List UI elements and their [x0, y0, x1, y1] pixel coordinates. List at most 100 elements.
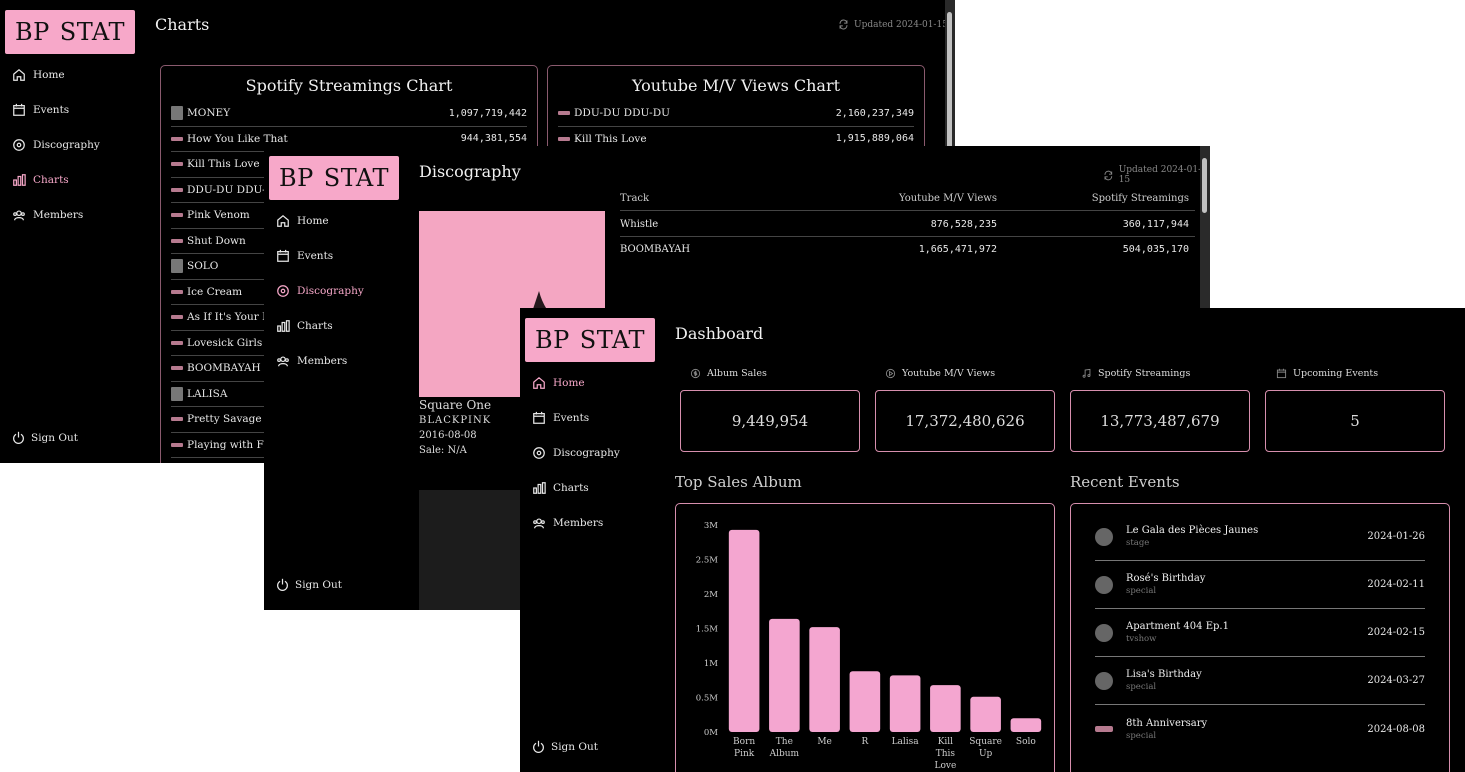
table-row[interactable]: Whistle 876,528,235 360,117,944	[620, 212, 1195, 237]
rank-value: 1,097,719,442	[448, 107, 527, 119]
bar[interactable]	[809, 627, 840, 732]
blackpink-logo-icon	[171, 289, 183, 294]
sidebar-item-charts[interactable]: Charts	[276, 308, 364, 343]
app-logo[interactable]: BP STAT	[269, 156, 399, 200]
rank-label: Playing with Fire	[187, 438, 279, 451]
event-type: tvshow	[1126, 634, 1157, 644]
sidebar-item-events[interactable]: Events	[276, 238, 364, 273]
event-name: Rosé's Birthday	[1126, 573, 1206, 584]
avatar	[1095, 671, 1113, 690]
col-spotify[interactable]: Spotify Streamings	[1091, 192, 1189, 204]
rank-name: Kill This Love	[171, 158, 260, 170]
youtube-chart-title: Youtube M/V Views Chart	[631, 76, 841, 95]
sidebar-item-charts[interactable]: Charts	[532, 470, 620, 505]
rank-name: Lovesick Girls	[171, 337, 262, 349]
rank-name: Shut Down	[171, 235, 246, 247]
avatar	[1095, 575, 1113, 594]
sidebar-item-home[interactable]: Home	[532, 365, 620, 400]
bar[interactable]	[930, 685, 961, 732]
rank-label: As If It's Your Last	[187, 311, 285, 324]
album-name[interactable]: Square One	[419, 398, 492, 412]
sidebar-item-events[interactable]: Events	[532, 400, 620, 435]
calendar-icon	[277, 249, 289, 262]
avatar	[1095, 527, 1113, 546]
sidebar-item-home[interactable]: Home	[12, 57, 100, 92]
rank-label: DDU-DU DDU-DU	[574, 107, 670, 120]
table-row[interactable]: BOOMBAYAH 1,665,471,972 504,035,170	[620, 237, 1195, 262]
event-item[interactable]: Rosé's Birthday special 2024-02-11	[1095, 561, 1425, 609]
avatar	[1095, 623, 1113, 642]
scrollbar-thumb[interactable]	[1202, 158, 1207, 213]
bar[interactable]	[889, 675, 921, 732]
sidebar-item-charts[interactable]: Charts	[12, 162, 100, 197]
stat-card-upcoming-events[interactable]: 5	[1265, 390, 1445, 452]
event-name: Lisa's Birthday	[1126, 669, 1202, 680]
y-tick-label: 0.5M	[696, 694, 719, 704]
rank-label: Ice Cream	[187, 285, 243, 298]
rank-name: LALISA	[171, 386, 228, 401]
sidebar-item-events[interactable]: Events	[12, 92, 100, 127]
bar[interactable]	[1010, 718, 1042, 732]
sign-out-button[interactable]: Sign Out	[276, 578, 342, 591]
x-tick-label: R	[861, 737, 868, 747]
event-item[interactable]: 8th Anniversary special 2024-08-08	[1095, 705, 1425, 753]
col-track[interactable]: Track	[620, 192, 650, 204]
y-tick-label: 0M	[704, 728, 718, 738]
sidebar-item-discography[interactable]: Discography	[12, 127, 100, 162]
rank-label: Shut Down	[187, 234, 246, 247]
refresh-icon[interactable]	[838, 19, 849, 30]
sidebar-nav: Home Events Discography Charts Members	[12, 57, 100, 232]
event-date: 2024-08-08	[1367, 723, 1425, 735]
event-item[interactable]: Apartment 404 Ep.1 tvshow 2024-02-15	[1095, 609, 1425, 657]
home-icon	[533, 376, 545, 389]
sign-out-button[interactable]: Sign Out	[12, 431, 78, 444]
recent-events-panel	[1070, 503, 1450, 772]
event-item[interactable]: Le Gala des Pièces Jaunes stage 2024-01-26	[1095, 513, 1425, 561]
stat-card-album-sales[interactable]: 9,449,954	[680, 390, 860, 452]
app-logo[interactable]: BP STAT	[5, 10, 135, 54]
bar[interactable]	[849, 671, 881, 732]
event-type: stage	[1126, 538, 1150, 548]
rank-label: LALISA	[187, 387, 228, 400]
list-item[interactable]: MONEY 1,097,719,442	[171, 101, 527, 127]
dollar-icon	[690, 368, 701, 379]
blackpink-logo-icon	[171, 340, 183, 345]
bar[interactable]	[970, 696, 1001, 732]
bar[interactable]	[728, 529, 760, 732]
sidebar-item-members[interactable]: Members	[532, 505, 620, 540]
rank-label: Kill This Love	[187, 158, 260, 171]
event-item[interactable]: Lisa's Birthday special 2024-03-27	[1095, 657, 1425, 705]
blackpink-logo-icon	[171, 238, 183, 243]
refresh-icon[interactable]	[1103, 170, 1114, 181]
power-icon	[277, 578, 288, 591]
sign-out-button[interactable]: Sign Out	[532, 740, 598, 753]
sidebar-item-members[interactable]: Members	[276, 343, 364, 378]
sidebar-item-discography[interactable]: Discography	[276, 273, 364, 308]
app-logo[interactable]: BP STAT	[525, 318, 655, 362]
event-date: 2024-01-26	[1367, 531, 1425, 542]
members-icon	[533, 517, 545, 528]
stat-card-spotify[interactable]: 13,773,487,679	[1070, 390, 1250, 452]
list-item[interactable]: DDU-DU DDU-DU 2,160,237,349	[558, 101, 914, 127]
artist-photo-icon	[171, 259, 183, 274]
album-date: 2016-08-08	[419, 430, 477, 441]
calendar-icon	[13, 103, 25, 116]
rank-label: Pink Venom	[187, 209, 250, 222]
home-icon	[13, 68, 25, 81]
stat-card-youtube[interactable]: 17,372,480,626	[875, 390, 1055, 452]
rank-name: How You Like That	[171, 133, 288, 145]
sidebar-item-discography[interactable]: Discography	[532, 435, 620, 470]
blackpink-logo-icon	[171, 136, 183, 141]
col-youtube[interactable]: Youtube M/V Views	[898, 192, 997, 204]
x-tick-label: Kill	[938, 737, 953, 747]
x-tick-label: Lalisa	[892, 737, 920, 747]
sidebar-item-home[interactable]: Home	[276, 203, 364, 238]
track-table-header: Track Youtube M/V Views Spotify Streamin…	[620, 186, 1195, 211]
sidebar-item-members[interactable]: Members	[12, 197, 100, 232]
bar[interactable]	[769, 618, 800, 732]
blackpink-logo-icon	[171, 315, 183, 320]
rank-name: Kill This Love	[558, 133, 647, 145]
rank-label: Pretty Savage	[187, 413, 262, 426]
track-spotify: 504,035,170	[1122, 244, 1189, 255]
rank-label: Kill This Love	[574, 132, 647, 145]
